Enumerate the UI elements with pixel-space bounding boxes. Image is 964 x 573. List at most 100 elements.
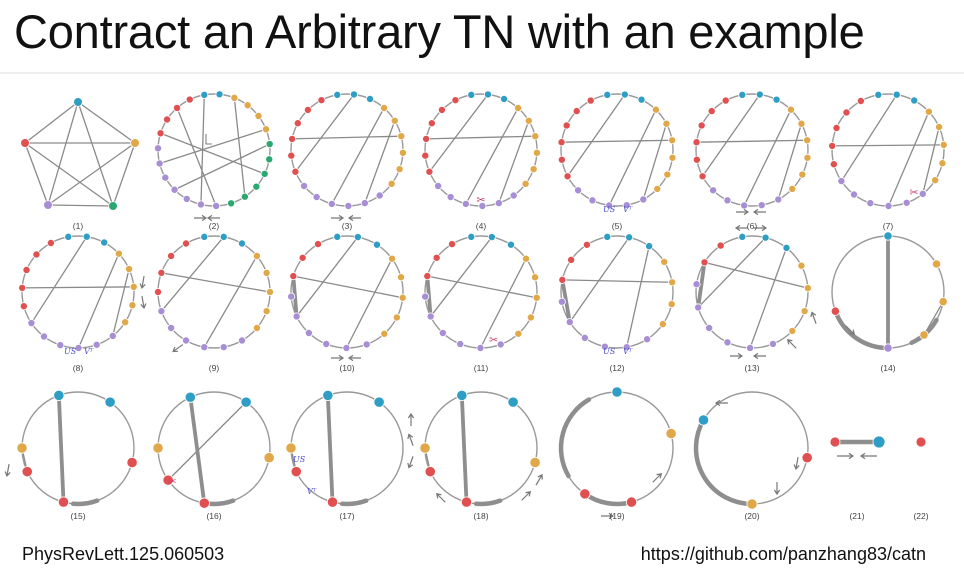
contraction-arrow-icon xyxy=(407,412,415,426)
tensor-node xyxy=(797,119,806,128)
tensor-node xyxy=(263,452,275,464)
contraction-arrow-icon xyxy=(845,325,856,336)
tensor-node xyxy=(322,340,331,349)
panel-10 xyxy=(287,232,407,362)
tensor-node xyxy=(227,199,236,208)
contraction-arrow-icon xyxy=(786,338,797,349)
tensor-node xyxy=(181,239,190,248)
thick-bond-edge xyxy=(188,396,207,504)
tensor-node xyxy=(622,201,631,210)
tensor-node xyxy=(254,111,263,120)
contraction-arrow-icon xyxy=(535,473,543,486)
tensor-node xyxy=(580,333,589,342)
tensor-node xyxy=(803,136,812,145)
tensor-node xyxy=(935,123,944,132)
tensor-node xyxy=(665,427,677,440)
tensor-node xyxy=(448,240,457,249)
bond-edge xyxy=(233,97,246,197)
tensor-node xyxy=(314,240,323,249)
tensor-node xyxy=(265,155,274,164)
tensor-node xyxy=(509,191,518,200)
bond-edge xyxy=(292,135,402,140)
tensor-node xyxy=(557,138,566,147)
tensor-node xyxy=(56,341,65,350)
tensor-node xyxy=(130,138,140,148)
panel-label: (8) xyxy=(73,363,84,373)
tensor-node xyxy=(152,442,164,454)
tensor-node xyxy=(531,132,540,141)
tensor-node xyxy=(260,169,269,178)
svd-us-label: US xyxy=(603,205,616,214)
repository-url: https://github.com/panzhang83/catn xyxy=(640,544,926,564)
bond-edge xyxy=(294,94,355,173)
tensor-node xyxy=(126,456,138,469)
tensor-node xyxy=(185,95,194,104)
tensor-node xyxy=(421,151,430,160)
panel-22-final-node xyxy=(915,436,927,448)
thick-bond-edge xyxy=(459,395,469,503)
tensor-node xyxy=(557,155,566,164)
tensor-node xyxy=(300,181,309,190)
tensor-node xyxy=(639,195,648,204)
svd-us-label: US xyxy=(64,347,77,356)
tensor-node xyxy=(850,190,859,199)
panel-9 xyxy=(139,232,274,353)
tensor-node xyxy=(643,335,652,344)
bond-edge xyxy=(331,107,385,205)
tensor-node xyxy=(317,96,326,105)
panel-label: (15) xyxy=(70,511,85,521)
tensor-node xyxy=(637,95,646,104)
tensor-node xyxy=(380,104,389,113)
contraction-arrow-icon xyxy=(734,224,748,232)
tensor-node xyxy=(532,148,541,157)
tensor-node xyxy=(157,307,166,316)
tensor-node xyxy=(567,255,576,264)
scissors-icon: ✂ xyxy=(167,475,176,488)
tensor-node xyxy=(262,125,271,134)
contraction-arrow-icon xyxy=(773,482,781,496)
tensor-node xyxy=(387,179,396,188)
tensor-node xyxy=(746,343,755,352)
panel-label: (17) xyxy=(339,511,354,521)
tensor-node xyxy=(265,140,274,149)
paper-reference: PhysRevLett.125.060503 xyxy=(22,544,225,564)
contraction-arrow-icon xyxy=(4,463,11,477)
tensor-node xyxy=(603,90,612,99)
panel-17: US Vᵀ xyxy=(285,389,404,508)
tensor-node xyxy=(423,272,432,281)
contracted-arc xyxy=(206,498,236,507)
tensor-node xyxy=(167,252,176,261)
tensor-node xyxy=(801,452,813,464)
tensor-node xyxy=(700,258,709,267)
tensor-node xyxy=(772,95,781,104)
tensor-node xyxy=(663,170,672,179)
panel-18 xyxy=(407,389,543,508)
tensor-node xyxy=(22,265,31,274)
contracted-arc xyxy=(473,498,503,507)
panel-label: (19) xyxy=(609,511,624,521)
tensor-node xyxy=(582,240,591,249)
tensor-node xyxy=(181,336,190,345)
contraction-arrow-icon xyxy=(407,456,414,469)
tensor-node xyxy=(874,90,883,99)
svd-us-label: US xyxy=(293,455,306,464)
tensor-node xyxy=(333,232,342,241)
tensor-node xyxy=(104,396,116,408)
tensor-node xyxy=(529,165,538,174)
tensor-node xyxy=(692,138,701,147)
tensor-node xyxy=(667,300,676,309)
tensor-node xyxy=(73,97,83,107)
bond-edge xyxy=(749,247,788,349)
contraction-arrow-icon xyxy=(810,311,817,324)
tensor-node xyxy=(395,165,404,174)
bond-edge xyxy=(293,275,403,299)
tensor-node xyxy=(740,201,749,210)
contracted-arc xyxy=(558,397,592,479)
tensor-node xyxy=(128,301,137,310)
tensor-node xyxy=(660,257,669,266)
tensor-node xyxy=(588,196,597,205)
tensor-node xyxy=(938,159,947,168)
tensor-node xyxy=(931,176,940,185)
bond-edge xyxy=(562,279,673,283)
